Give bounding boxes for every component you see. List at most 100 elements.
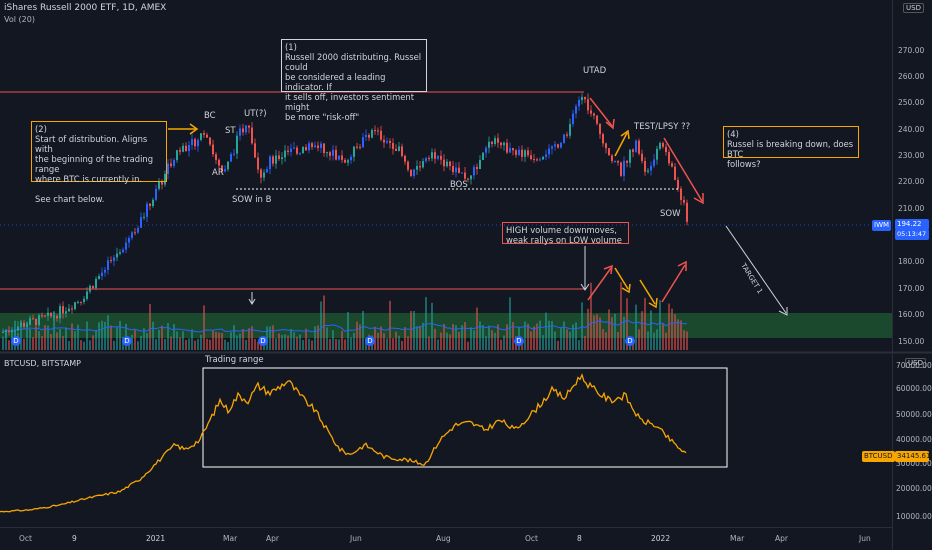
volume-bar xyxy=(602,329,604,350)
volume-bar xyxy=(422,322,424,350)
candle xyxy=(149,203,151,206)
time-tick-label: Mar xyxy=(730,534,745,543)
candle xyxy=(143,216,145,218)
candle xyxy=(77,301,79,303)
candle xyxy=(101,272,103,277)
volume-bar xyxy=(206,338,208,350)
volume-bar xyxy=(119,320,121,350)
volume-bar xyxy=(350,337,352,350)
note-russell-distributing[interactable]: (1) Russell 2000 distributing. Russel co… xyxy=(281,39,427,122)
note-volume-analysis[interactable]: HIGH volume downmoves, weak rallys on LO… xyxy=(502,222,629,245)
volume-bar xyxy=(20,320,22,350)
candle xyxy=(587,99,589,111)
volume-bar xyxy=(338,339,340,350)
candle xyxy=(2,331,4,333)
dividend-marker-icon[interactable]: D xyxy=(11,336,21,346)
volume-bar xyxy=(50,334,52,350)
label-ut: UT(?) xyxy=(244,109,267,119)
candle xyxy=(476,166,478,170)
up-arrow-test xyxy=(614,132,628,157)
volume-bar xyxy=(464,322,466,350)
volume-bar xyxy=(329,339,331,350)
label-test-lpsy: TEST/LPSY ?? xyxy=(634,122,691,132)
price-tick-label: 240.00 xyxy=(898,125,925,134)
candle xyxy=(233,153,235,155)
candle xyxy=(296,147,298,154)
volume-bar xyxy=(470,327,472,350)
candle xyxy=(602,134,604,144)
volume-bar xyxy=(608,309,610,350)
price-tick-label: 250.00 xyxy=(898,98,925,107)
candle xyxy=(161,181,163,185)
btc-tick-label: 20000.00 xyxy=(896,484,932,493)
candle xyxy=(605,143,607,149)
volume-bar xyxy=(143,328,145,350)
candle xyxy=(236,135,238,154)
candle xyxy=(425,157,427,162)
symbol-title[interactable]: iShares Russell 2000 ETF, 1D, AMEX xyxy=(4,3,167,13)
candle xyxy=(623,160,625,176)
volume-bar xyxy=(8,340,10,350)
volume-bar xyxy=(620,282,622,350)
candle xyxy=(350,156,352,161)
volume-bar xyxy=(413,310,415,350)
volume-bar xyxy=(311,340,313,350)
candle xyxy=(374,129,376,131)
volume-bar xyxy=(53,311,55,350)
volume-bar xyxy=(545,312,547,350)
volume-bar xyxy=(101,320,103,350)
currency-label[interactable]: USD xyxy=(903,3,924,13)
volume-bar xyxy=(626,298,628,350)
candle xyxy=(29,318,31,325)
volume-bar xyxy=(254,339,256,350)
volume-bar xyxy=(599,317,601,350)
volume-bar xyxy=(488,325,490,350)
candle xyxy=(611,155,613,162)
volume-bar xyxy=(527,323,529,350)
volume-bar xyxy=(671,308,673,350)
volume-bar xyxy=(317,325,319,350)
volume-bar xyxy=(83,341,85,350)
volume-bar xyxy=(335,339,337,350)
dividend-marker-icon[interactable]: D xyxy=(625,336,635,346)
candle xyxy=(506,142,508,153)
candle xyxy=(47,312,49,316)
volume-moving-average xyxy=(2,319,688,333)
volume-arrow-1 xyxy=(587,267,612,301)
candle xyxy=(524,150,526,157)
candle xyxy=(221,165,223,172)
volume-bar xyxy=(116,327,118,350)
volume-bar xyxy=(86,321,88,350)
candle xyxy=(8,330,10,332)
candle xyxy=(554,144,556,147)
candle xyxy=(680,188,682,200)
dividend-marker-icon[interactable]: D xyxy=(122,336,132,346)
candle xyxy=(398,146,400,151)
volume-bar xyxy=(605,332,607,350)
note-breaking-down[interactable]: (4) Russel is breaking down, does BTC fo… xyxy=(723,126,859,169)
volume-bar xyxy=(452,323,454,350)
volume-bar xyxy=(290,328,292,350)
volume-bar xyxy=(248,328,250,350)
candle xyxy=(368,134,370,138)
candle xyxy=(407,161,409,170)
volume-bar xyxy=(41,336,43,350)
volume-bar xyxy=(362,310,364,350)
dividend-marker-icon[interactable]: D xyxy=(514,336,524,346)
btc-currency-label[interactable]: USD xyxy=(905,358,926,368)
volume-bar xyxy=(506,324,508,350)
note-start-distribution[interactable]: (2) Start of distribution. Aligns with t… xyxy=(31,121,167,204)
candle xyxy=(122,249,124,253)
candle xyxy=(242,128,244,133)
volume-indicator-label[interactable]: Vol (20) xyxy=(4,15,35,24)
time-tick-label: 9 xyxy=(72,534,77,543)
price-tick-label: 220.00 xyxy=(898,177,925,186)
dividend-marker-icon[interactable]: D xyxy=(258,336,268,346)
candle xyxy=(536,159,538,161)
dividend-marker-icon[interactable]: D xyxy=(365,336,375,346)
candle xyxy=(212,144,214,155)
volume-bar xyxy=(95,330,97,350)
volume-bar xyxy=(395,331,397,350)
btc-title[interactable]: BTCUSD, BITSTAMP xyxy=(4,359,81,368)
